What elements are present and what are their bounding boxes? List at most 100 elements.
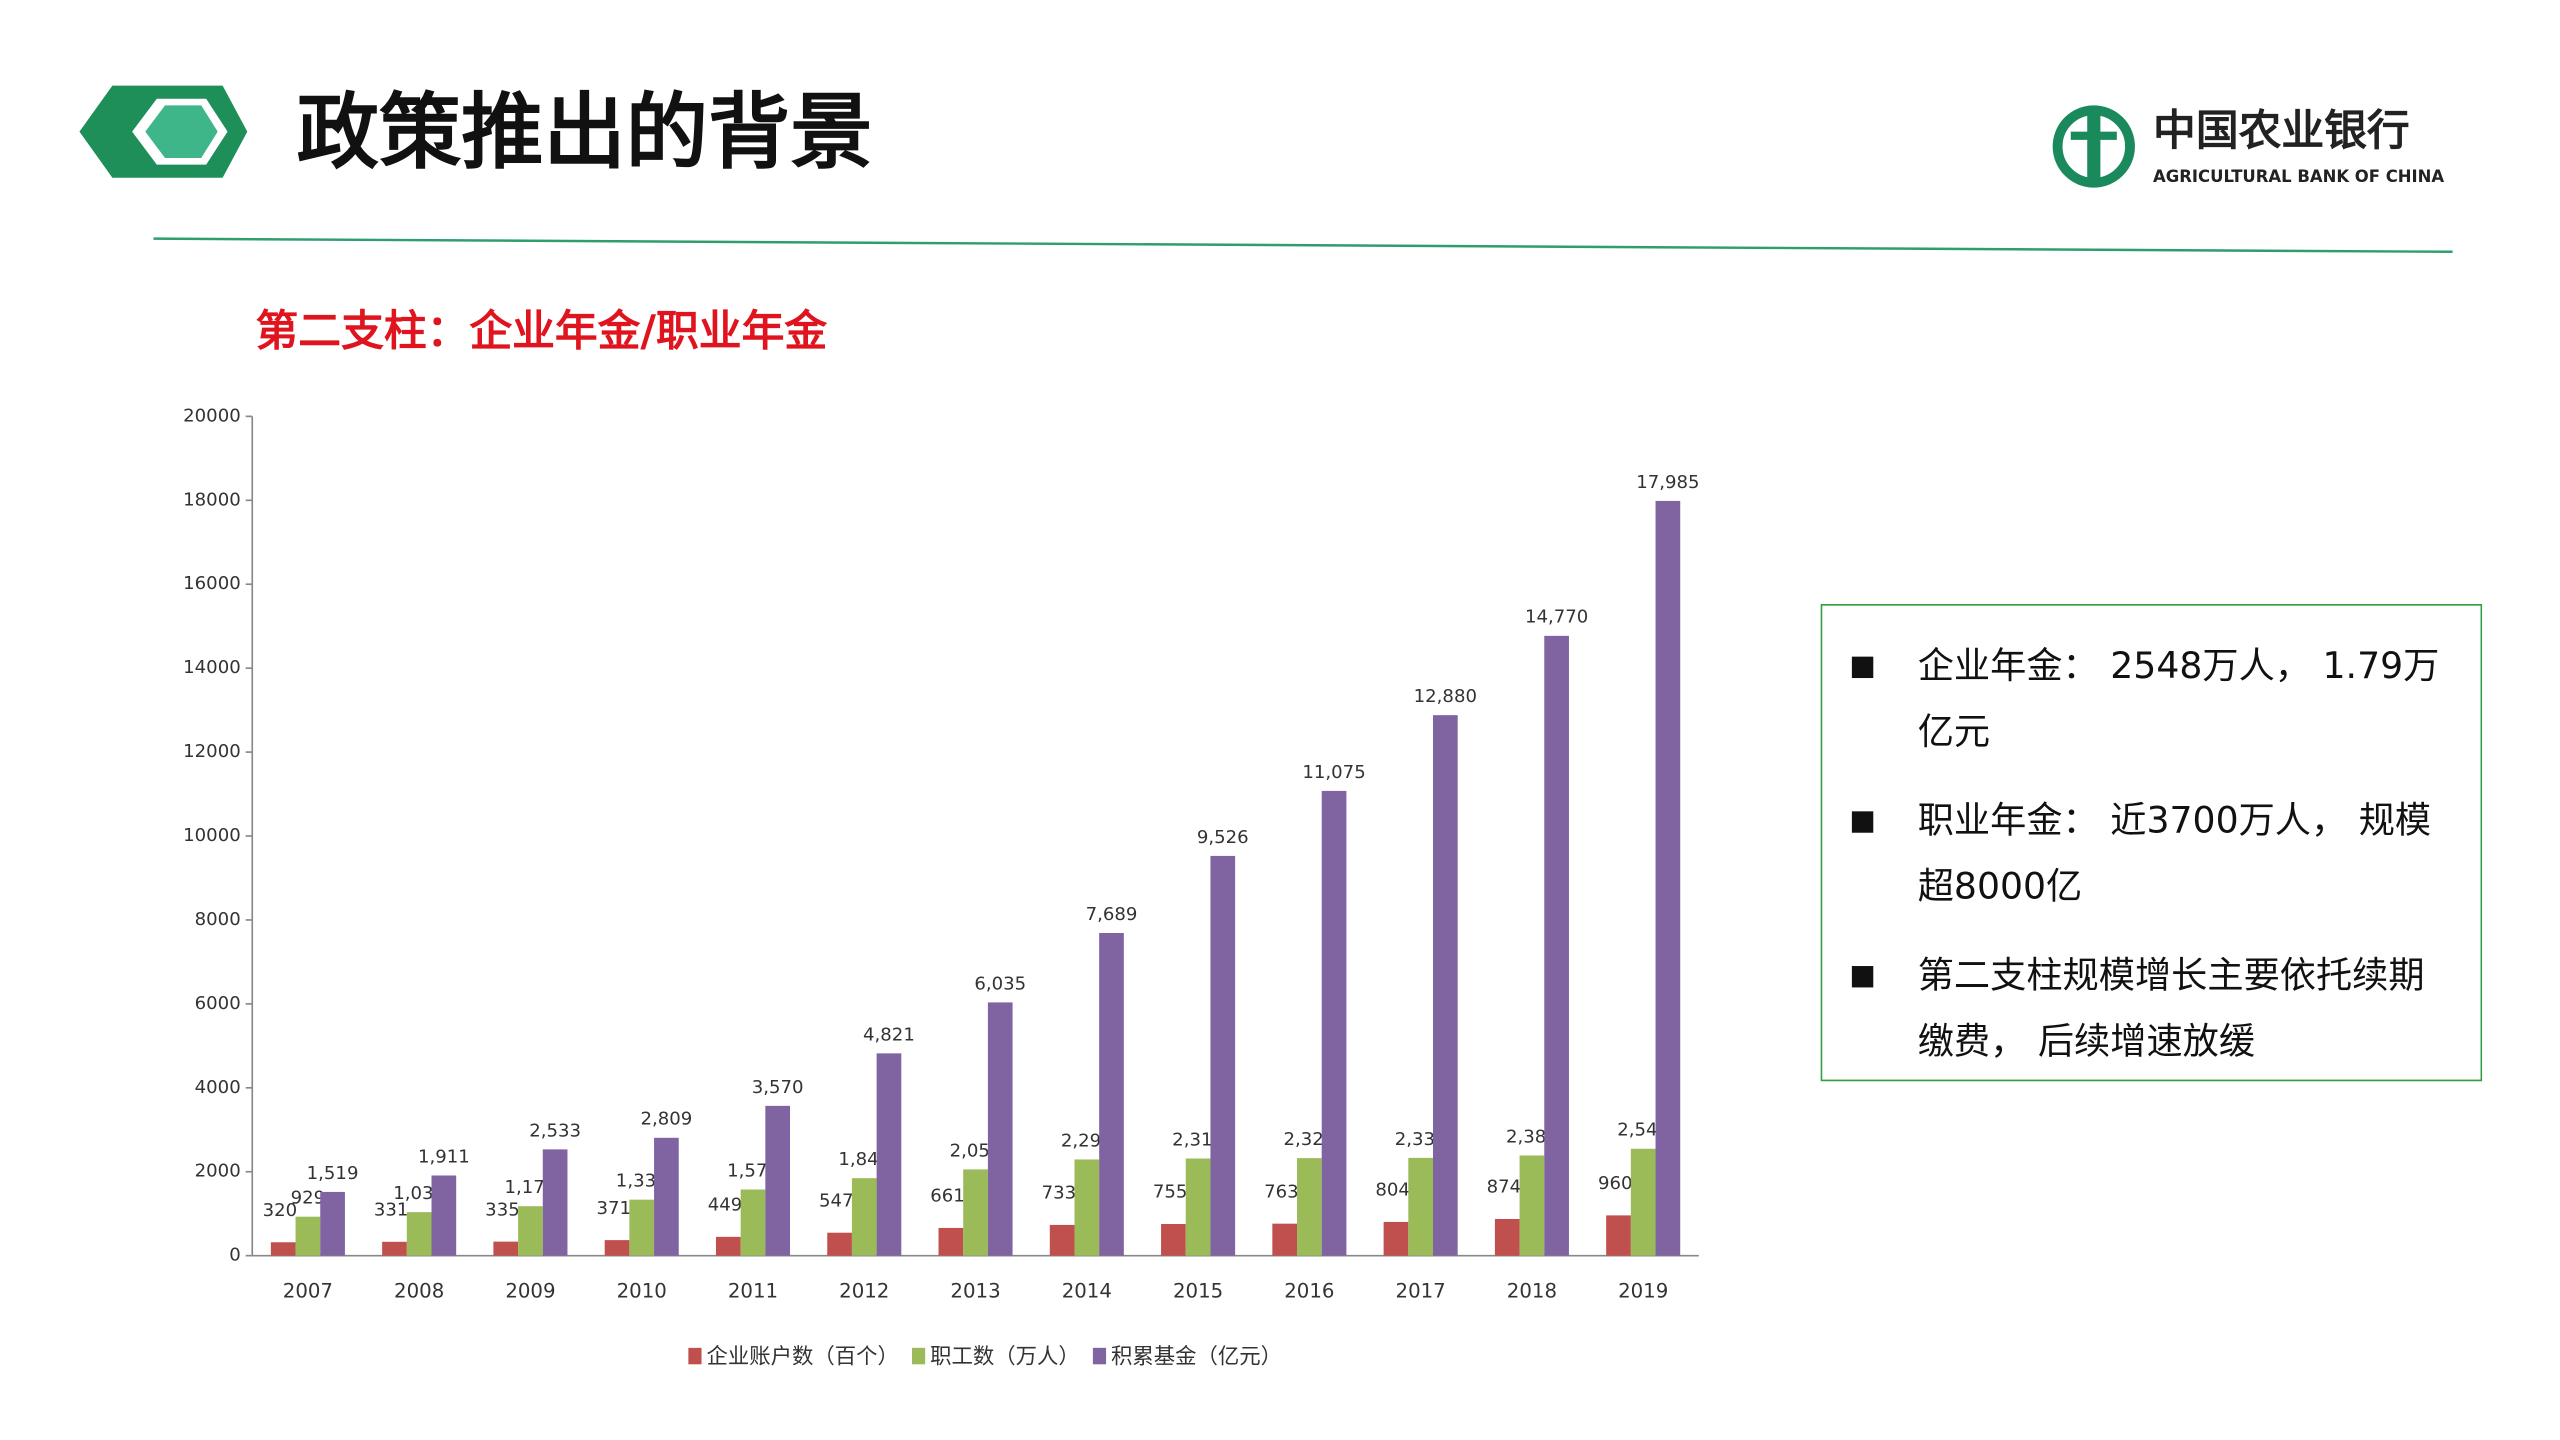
value-label: 960 bbox=[1598, 1173, 1633, 1194]
y-tick-label: 8000 bbox=[195, 909, 241, 930]
bar bbox=[1185, 1158, 1211, 1256]
y-tick-label: 14000 bbox=[183, 657, 241, 678]
divider bbox=[153, 237, 2453, 254]
value-label: 755 bbox=[1153, 1182, 1188, 1203]
value-label: 3,570 bbox=[752, 1077, 804, 1098]
value-label: 449 bbox=[708, 1195, 743, 1216]
bar bbox=[604, 1240, 630, 1256]
bar bbox=[1432, 715, 1458, 1256]
y-tick-label: 16000 bbox=[183, 573, 241, 594]
x-tick-label: 2017 bbox=[1396, 1279, 1446, 1302]
y-tick-label: 6000 bbox=[195, 993, 241, 1014]
y-tick-label: 0 bbox=[229, 1245, 241, 1266]
bar bbox=[1383, 1221, 1409, 1256]
x-tick-label: 2013 bbox=[950, 1279, 1000, 1302]
x-tick-label: 2018 bbox=[1507, 1279, 1557, 1302]
bullet: 企业年金： 2548万人， 1.79万亿元 bbox=[1851, 635, 2448, 767]
value-label: 9,526 bbox=[1197, 827, 1249, 848]
value-label: 2,809 bbox=[640, 1109, 692, 1130]
legend-swatch bbox=[688, 1347, 702, 1365]
bar bbox=[987, 1002, 1013, 1256]
header-icon bbox=[79, 85, 248, 178]
value-label: 320 bbox=[263, 1200, 298, 1221]
y-tick-label: 18000 bbox=[183, 489, 241, 510]
x-tick-label: 2014 bbox=[1062, 1279, 1112, 1302]
text-box-frame: 企业年金： 2548万人， 1.79万亿元 职业年金： 近3700万人， 规模超8… bbox=[1820, 603, 2483, 1082]
bar bbox=[740, 1189, 766, 1256]
bar bbox=[1606, 1215, 1631, 1256]
value-label: 733 bbox=[1042, 1183, 1077, 1204]
bar bbox=[493, 1241, 519, 1256]
bar bbox=[851, 1178, 877, 1256]
bar bbox=[1630, 1148, 1656, 1256]
value-label: 11,075 bbox=[1302, 762, 1365, 783]
bar bbox=[295, 1216, 321, 1256]
bar bbox=[270, 1242, 296, 1256]
value-label: 4,821 bbox=[863, 1024, 915, 1045]
bar bbox=[765, 1105, 791, 1256]
logo-en: AGRICULTURAL BANK OF CHINA bbox=[2153, 167, 2444, 186]
bar bbox=[1297, 1158, 1322, 1256]
subtitle: 第二支柱：企业年金/职业年金 bbox=[256, 307, 828, 357]
bar bbox=[876, 1053, 902, 1256]
bar bbox=[542, 1149, 568, 1256]
value-label: 547 bbox=[819, 1190, 854, 1211]
bar bbox=[1074, 1159, 1100, 1256]
bar bbox=[827, 1232, 852, 1256]
bar bbox=[963, 1169, 988, 1256]
x-tick-label: 2009 bbox=[505, 1279, 555, 1302]
bar bbox=[382, 1241, 407, 1256]
bar bbox=[1544, 635, 1569, 1256]
value-label: 874 bbox=[1487, 1177, 1522, 1198]
value-label: 331 bbox=[374, 1200, 409, 1221]
x-tick-label: 2008 bbox=[394, 1279, 444, 1302]
bar bbox=[518, 1206, 543, 1256]
bar bbox=[1494, 1219, 1520, 1256]
legend-label: 职工数（万人） bbox=[930, 1345, 1080, 1370]
bar bbox=[654, 1137, 679, 1256]
y-tick-label: 2000 bbox=[195, 1161, 241, 1182]
bar bbox=[1519, 1155, 1545, 1256]
value-label: 371 bbox=[596, 1198, 631, 1219]
y-tick-label: 4000 bbox=[195, 1077, 241, 1098]
value-label: 14,770 bbox=[1525, 607, 1588, 628]
y-tick-label: 20000 bbox=[183, 405, 241, 426]
value-label: 7,689 bbox=[1086, 904, 1138, 925]
bar bbox=[406, 1212, 432, 1256]
bar bbox=[715, 1236, 741, 1256]
value-label: 17,985 bbox=[1636, 472, 1699, 493]
value-label: 929 bbox=[291, 1188, 326, 1209]
bar bbox=[431, 1175, 457, 1256]
x-tick-label: 2016 bbox=[1284, 1279, 1334, 1302]
bullet: 第二支柱规模增长主要依托续期缴费， 后续增速放缓 bbox=[1851, 945, 2448, 1077]
bar bbox=[1655, 500, 1681, 1256]
logo bbox=[2052, 105, 2135, 188]
legend-label: 企业账户数（百个） bbox=[706, 1345, 898, 1370]
x-tick-label: 2007 bbox=[283, 1279, 333, 1302]
value-label: 6,035 bbox=[974, 973, 1026, 994]
bar bbox=[1272, 1223, 1298, 1256]
bar bbox=[1210, 855, 1236, 1256]
value-label: 2,533 bbox=[529, 1120, 581, 1141]
x-tick-label: 2019 bbox=[1618, 1279, 1668, 1302]
bullet: 职业年金： 近3700万人， 规模超8000亿 bbox=[1851, 790, 2448, 922]
logo-cn: 中国农业银行 bbox=[2153, 106, 2410, 156]
x-tick-label: 2010 bbox=[617, 1279, 667, 1302]
bar bbox=[1408, 1157, 1433, 1256]
bar bbox=[1321, 790, 1347, 1256]
y-tick-label: 10000 bbox=[183, 825, 241, 846]
legend-swatch bbox=[1092, 1347, 1107, 1365]
x-tick-label: 2015 bbox=[1173, 1279, 1223, 1302]
x-tick-label: 2011 bbox=[728, 1279, 778, 1302]
value-label: 12,880 bbox=[1414, 686, 1477, 707]
value-label: 1,519 bbox=[307, 1163, 359, 1184]
bar bbox=[1161, 1223, 1186, 1256]
bar bbox=[1049, 1224, 1075, 1256]
bullet-list: 企业年金： 2548万人， 1.79万亿元 职业年金： 近3700万人， 规模超8… bbox=[1822, 606, 2480, 1077]
page-title: 政策推出的背景 bbox=[297, 86, 873, 181]
value-label: 804 bbox=[1375, 1180, 1410, 1201]
y-tick-label: 12000 bbox=[183, 741, 241, 762]
bar bbox=[1099, 933, 1124, 1256]
